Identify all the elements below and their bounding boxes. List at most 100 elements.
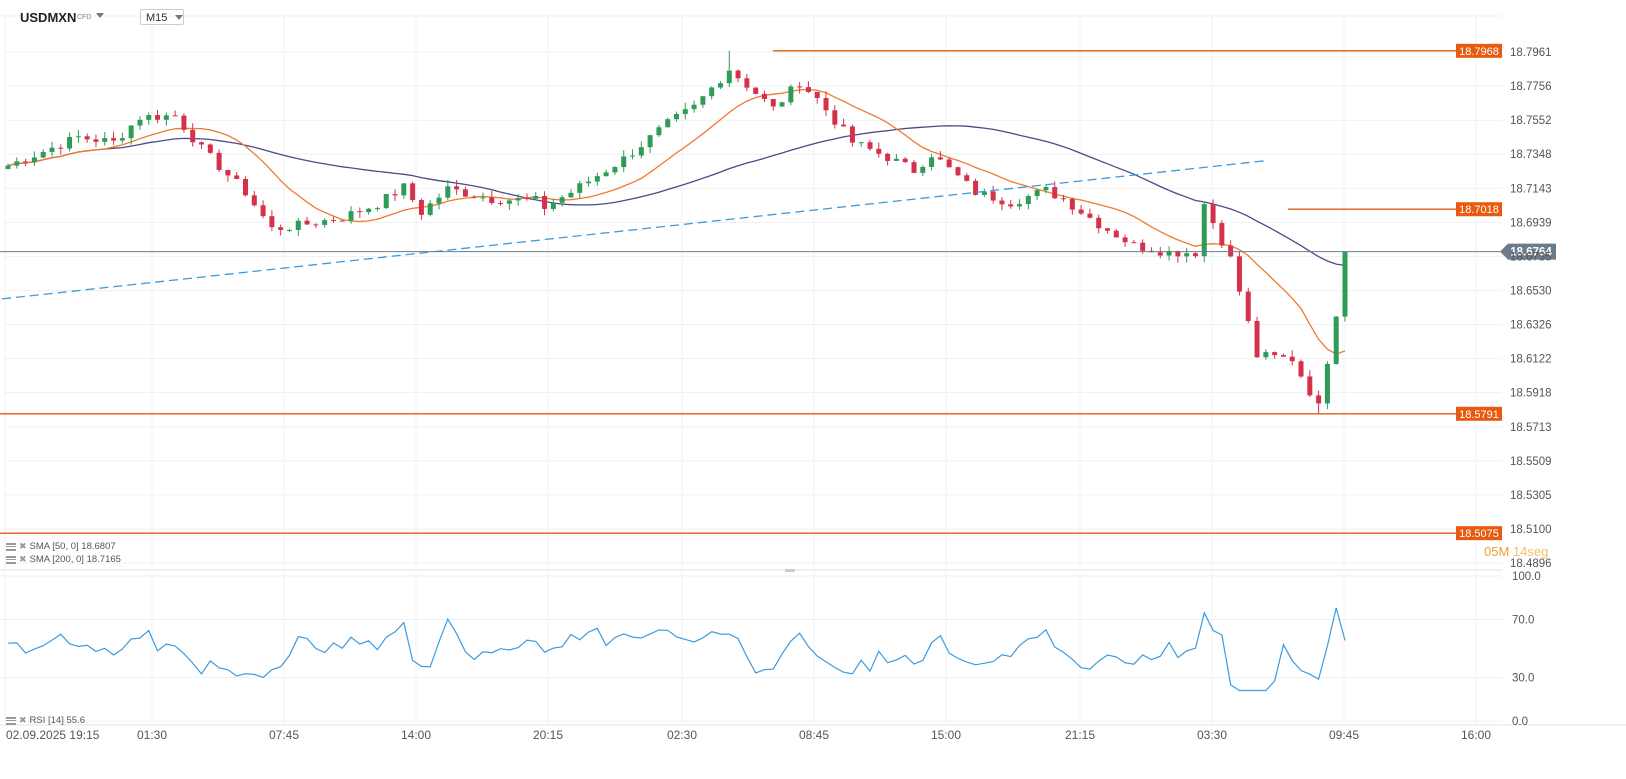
- candle-bear: [260, 205, 266, 217]
- candle-bear: [93, 139, 99, 142]
- close-icon[interactable]: ✖: [19, 541, 27, 551]
- sma200-indicator-label[interactable]: ✖ SMA [200, 0] 18.7165: [6, 554, 121, 565]
- candle-bull: [603, 172, 609, 177]
- settings-icon[interactable]: [6, 716, 16, 725]
- candle-bull: [1263, 352, 1269, 358]
- candle-bear: [1069, 198, 1075, 210]
- y-tick-label: 18.6326: [1510, 320, 1552, 332]
- x-tick-label: 16:00: [1461, 728, 1491, 742]
- candlesticks: [5, 50, 1348, 414]
- y-tick-label: 18.7756: [1510, 81, 1552, 93]
- candle-bull: [374, 208, 380, 210]
- candle-bear: [155, 115, 161, 120]
- candle-bull: [682, 109, 688, 115]
- candle-bear: [392, 194, 398, 196]
- sma200-line: [7, 125, 1346, 267]
- candle-bear: [814, 91, 820, 98]
- candle-bull: [630, 155, 636, 157]
- chevron-down-icon[interactable]: [175, 15, 183, 20]
- candle-bear: [454, 186, 460, 190]
- candle-bull: [929, 157, 935, 167]
- candle-bull: [858, 142, 864, 144]
- candle-bear: [225, 169, 231, 176]
- candle-bull: [709, 87, 715, 97]
- close-icon[interactable]: ✖: [19, 554, 27, 564]
- candle-bull: [594, 176, 600, 182]
- candle-bear: [1219, 223, 1225, 246]
- x-tick-label: 01:30: [137, 728, 167, 742]
- candle-bear: [207, 144, 213, 153]
- candle-bull: [621, 156, 627, 168]
- candle-bear: [753, 87, 759, 94]
- current-price-label: 18.6764: [1510, 247, 1552, 259]
- candle-bear: [1236, 256, 1242, 292]
- candle-bear: [841, 124, 847, 127]
- level-tag-label: 18.7968: [1459, 46, 1499, 58]
- x-tick-label: 20:15: [533, 728, 563, 742]
- rsi-indicator-label[interactable]: ✖ RSI [14] 55.6: [6, 715, 85, 726]
- x-tick-label: 02.09.2025 19:15: [6, 728, 100, 742]
- settings-icon[interactable]: [6, 555, 16, 564]
- candle-bull: [1333, 316, 1339, 364]
- settings-icon[interactable]: [6, 542, 16, 551]
- candle-bull: [1324, 363, 1330, 404]
- countdown-minutes: 05M: [1484, 544, 1510, 559]
- candle-bear: [1140, 242, 1146, 251]
- sma50-indicator-label[interactable]: ✖ SMA [50, 0] 18.6807: [6, 541, 116, 552]
- timeframe-select[interactable]: M15: [140, 9, 184, 25]
- candle-bear: [242, 178, 248, 196]
- candle-bear: [1087, 213, 1093, 218]
- candle-bear: [1307, 376, 1313, 396]
- candle-bear: [911, 162, 917, 173]
- y-tick-label: 18.6735: [1510, 251, 1552, 263]
- candle-bull: [1025, 196, 1031, 205]
- x-tick-label: 15:00: [931, 728, 961, 742]
- candle-bear: [410, 183, 416, 201]
- candle-bear: [418, 200, 424, 215]
- drawing-overlays[interactable]: 18.7968 18.7018 18.5791 18.5075 18.6764: [0, 43, 1556, 541]
- candle-bull: [586, 181, 592, 184]
- candle-bull: [286, 229, 292, 231]
- candle-bull: [480, 197, 486, 199]
- candle-bear: [955, 167, 961, 176]
- candle-bear: [797, 86, 803, 88]
- sma50-line: [7, 88, 1346, 355]
- candle-bear: [876, 148, 882, 154]
- candle-bull: [656, 127, 662, 136]
- candle-bull: [779, 102, 785, 107]
- rsi-line: [7, 607, 1346, 692]
- level-tag: [1456, 43, 1502, 58]
- close-icon[interactable]: ✖: [19, 715, 27, 725]
- candle-bear: [1096, 217, 1102, 229]
- candle-bull: [612, 167, 618, 173]
- candle-bear: [498, 202, 504, 204]
- candle-bull: [348, 211, 354, 221]
- candle-bull: [665, 119, 671, 128]
- candle-bear: [1113, 230, 1119, 238]
- candle-bear: [462, 189, 468, 197]
- candle-bear: [744, 78, 750, 88]
- candle-bear: [1316, 395, 1322, 404]
- candle-bull: [49, 147, 55, 152]
- candle-countdown: 05M 14seg: [1484, 544, 1548, 559]
- symbol-label[interactable]: USDMXN: [20, 10, 77, 25]
- y-tick-label: 18.7143: [1510, 183, 1552, 195]
- candle-bull: [383, 194, 389, 209]
- candle-bull: [577, 183, 583, 193]
- rsi-y-tick-label: 30.0: [1512, 673, 1534, 685]
- candle-bull: [436, 197, 442, 204]
- candle-bull: [163, 115, 169, 120]
- y-tick-label: 18.5918: [1510, 388, 1552, 400]
- candle-bull: [427, 203, 433, 215]
- y-tick-label: 18.5100: [1510, 524, 1552, 536]
- candle-bear: [770, 98, 776, 107]
- symbol-dropdown-icon[interactable]: [96, 13, 104, 18]
- candle-bear: [1078, 209, 1084, 214]
- candle-bear: [937, 157, 943, 160]
- candle-bull: [559, 197, 565, 203]
- candle-bear: [1280, 355, 1286, 357]
- candle-bear: [234, 175, 240, 179]
- candle-bull: [638, 147, 644, 156]
- candle-bear: [489, 197, 495, 203]
